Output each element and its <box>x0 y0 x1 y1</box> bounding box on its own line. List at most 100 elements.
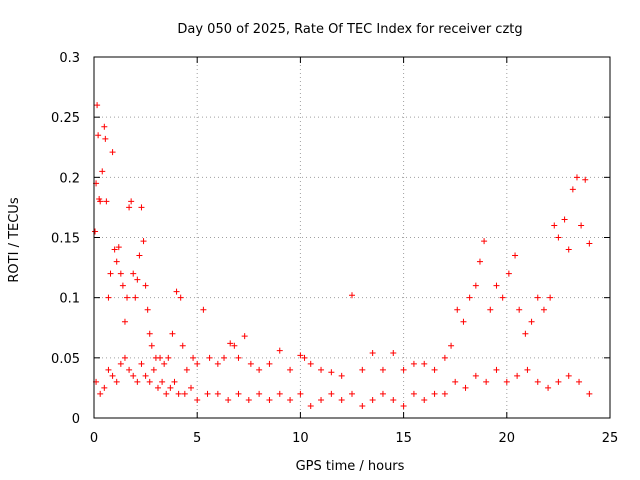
data-point <box>194 360 201 367</box>
data-point <box>97 390 104 397</box>
data-point <box>121 354 128 361</box>
data-point <box>241 333 248 340</box>
data-point <box>369 396 376 403</box>
data-point <box>142 372 149 379</box>
data-point <box>569 186 576 193</box>
data-point <box>256 390 263 397</box>
data-point <box>92 228 99 235</box>
data-point <box>512 252 519 259</box>
data-point <box>107 270 114 277</box>
data-point <box>150 366 157 373</box>
data-point <box>121 318 128 325</box>
data-point <box>117 360 124 367</box>
data-point <box>421 396 428 403</box>
data-point <box>119 282 126 289</box>
x-tick-label: 10 <box>292 431 309 446</box>
data-point <box>177 294 184 301</box>
data-point <box>206 354 213 361</box>
data-point <box>144 306 151 313</box>
data-point <box>171 378 178 385</box>
data-point <box>175 390 182 397</box>
data-point <box>179 342 186 349</box>
data-point <box>481 238 488 245</box>
y-tick-label: 0.25 <box>51 111 80 126</box>
data-point <box>448 342 455 349</box>
data-point <box>441 390 448 397</box>
data-point <box>524 366 531 373</box>
data-point <box>493 366 500 373</box>
data-point <box>124 294 131 301</box>
y-tick-label: 0.3 <box>59 51 80 66</box>
data-point <box>545 384 552 391</box>
data-point <box>301 354 308 361</box>
data-point <box>499 294 506 301</box>
data-point <box>307 402 314 409</box>
data-point <box>586 240 593 247</box>
y-tick-label: 0.1 <box>59 292 80 307</box>
data-point <box>159 378 166 385</box>
data-point <box>493 282 500 289</box>
data-point <box>227 340 234 347</box>
data-point <box>505 270 512 277</box>
data-point <box>126 366 133 373</box>
data-point <box>142 282 149 289</box>
data-point <box>161 360 168 367</box>
data-point <box>349 292 355 299</box>
data-point <box>534 378 541 385</box>
data-point <box>410 360 417 367</box>
data-point <box>287 396 294 403</box>
data-point <box>338 396 345 403</box>
data-point <box>235 354 242 361</box>
data-point <box>256 366 263 373</box>
axis-ticks <box>93 56 611 419</box>
data-point <box>130 372 137 379</box>
x-tick-label: 5 <box>193 431 201 446</box>
data-point <box>173 288 180 295</box>
data-point <box>105 366 112 373</box>
y-tick-label: 0.2 <box>59 171 80 186</box>
data-point <box>221 354 228 361</box>
data-point <box>167 384 174 391</box>
data-point <box>276 347 283 354</box>
data-point <box>349 390 355 397</box>
data-point <box>200 306 207 313</box>
data-point <box>565 372 572 379</box>
data-point <box>547 294 554 301</box>
data-point <box>214 390 221 397</box>
data-point <box>146 330 153 337</box>
data-point <box>586 390 593 397</box>
data-point <box>138 204 145 211</box>
data-point <box>126 204 133 211</box>
x-tick-label: 25 <box>602 431 619 446</box>
x-tick-label: 15 <box>395 431 412 446</box>
data-point <box>148 342 155 349</box>
data-point <box>483 378 490 385</box>
data-point <box>105 294 112 301</box>
data-point <box>390 350 397 357</box>
data-point <box>276 390 283 397</box>
chart-title: Day 050 of 2025, Rate Of TEC Index for r… <box>177 22 522 37</box>
data-point <box>169 330 176 337</box>
data-point <box>111 246 118 253</box>
data-point <box>565 246 572 253</box>
data-point <box>130 270 137 277</box>
data-point <box>379 366 386 373</box>
data-point <box>555 234 562 241</box>
data-point <box>328 390 335 397</box>
data-point <box>431 366 438 373</box>
data-point <box>328 369 335 376</box>
data-point <box>190 354 197 361</box>
data-point <box>188 384 195 391</box>
data-point <box>410 390 417 397</box>
data-point <box>102 135 109 142</box>
data-point <box>99 168 106 175</box>
data-point <box>109 372 116 379</box>
data-point <box>476 258 483 265</box>
data-point <box>487 306 494 313</box>
data-point <box>462 384 469 391</box>
data-point <box>204 390 211 397</box>
data-point <box>134 276 141 283</box>
y-tick-label: 0 <box>72 412 80 427</box>
